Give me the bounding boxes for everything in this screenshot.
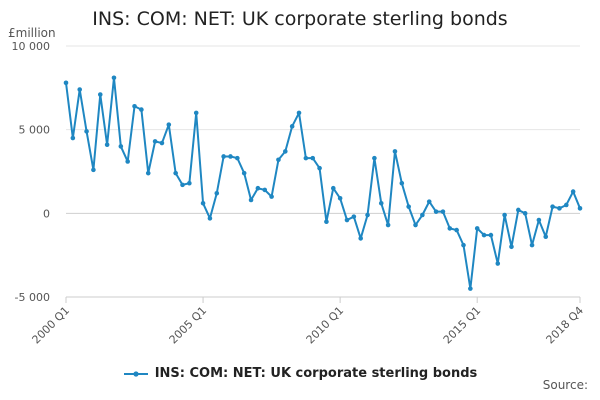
data-point bbox=[70, 135, 76, 141]
data-point bbox=[207, 216, 213, 221]
data-point bbox=[461, 242, 466, 248]
y-tick-label: 0 bbox=[43, 207, 50, 220]
data-point bbox=[221, 154, 226, 159]
x-tick-label: 2018 Q4 bbox=[544, 304, 587, 347]
data-point bbox=[563, 202, 569, 208]
data-point bbox=[406, 204, 411, 209]
y-axis-unit-label: £million bbox=[8, 26, 56, 40]
data-point bbox=[543, 234, 549, 240]
series-line bbox=[65, 76, 581, 290]
data-point bbox=[392, 149, 398, 154]
data-point bbox=[255, 185, 261, 191]
data-point bbox=[536, 217, 542, 223]
y-tick-label: -5 000 bbox=[15, 291, 50, 304]
data-point bbox=[488, 232, 494, 238]
data-point bbox=[358, 236, 363, 241]
data-point bbox=[214, 190, 220, 196]
data-point bbox=[577, 206, 583, 211]
data-point bbox=[522, 211, 528, 216]
data-point bbox=[97, 92, 103, 97]
data-point bbox=[454, 227, 459, 233]
data-point bbox=[378, 200, 384, 206]
y-tick-label: 5 000 bbox=[19, 124, 51, 137]
y-tick-label: 10 000 bbox=[12, 40, 51, 53]
x-tick-label: 2015 Q1 bbox=[441, 304, 484, 347]
data-point bbox=[77, 87, 83, 92]
data-point bbox=[296, 110, 302, 116]
data-point bbox=[111, 75, 117, 81]
data-point bbox=[200, 200, 206, 206]
data-point bbox=[139, 107, 144, 112]
data-point bbox=[235, 155, 240, 161]
data-point bbox=[324, 219, 329, 224]
data-point bbox=[420, 212, 425, 218]
data-point bbox=[440, 209, 446, 214]
data-point bbox=[468, 286, 473, 291]
data-point bbox=[317, 165, 322, 171]
data-point bbox=[241, 170, 247, 176]
data-point bbox=[385, 222, 391, 228]
legend[interactable]: INS: COM: NET: UK corporate sterling bon… bbox=[0, 366, 600, 381]
data-point bbox=[337, 195, 343, 201]
data-point bbox=[118, 144, 124, 149]
data-point bbox=[426, 199, 432, 204]
data-point bbox=[84, 129, 89, 134]
data-point bbox=[132, 103, 137, 109]
data-point bbox=[276, 157, 281, 163]
data-point bbox=[145, 170, 151, 176]
data-point bbox=[159, 140, 165, 146]
data-point bbox=[193, 110, 199, 116]
data-point bbox=[166, 122, 172, 127]
data-point bbox=[372, 155, 377, 161]
data-point bbox=[262, 187, 268, 193]
data-point bbox=[516, 207, 521, 213]
data-point bbox=[152, 139, 158, 144]
data-point bbox=[283, 149, 288, 154]
data-point bbox=[330, 185, 336, 191]
data-point bbox=[180, 182, 185, 188]
legend-swatch-icon bbox=[123, 370, 148, 377]
data-point bbox=[570, 189, 576, 194]
data-point bbox=[481, 232, 487, 238]
source-label: Source: bbox=[542, 378, 588, 392]
data-point bbox=[550, 204, 555, 209]
data-point bbox=[289, 124, 295, 129]
chart-title: INS: COM: NET: UK corporate sterling bon… bbox=[92, 8, 508, 30]
x-tick-label: 2010 Q1 bbox=[304, 304, 347, 347]
data-point bbox=[104, 142, 110, 148]
data-point bbox=[529, 242, 535, 248]
data-point bbox=[433, 209, 439, 214]
data-point bbox=[228, 154, 233, 159]
data-point bbox=[502, 212, 507, 218]
data-point bbox=[474, 226, 480, 231]
data-point bbox=[351, 214, 357, 219]
data-point bbox=[495, 261, 501, 266]
data-point bbox=[399, 180, 405, 186]
data-point bbox=[509, 244, 514, 250]
x-tick-label: 2000 Q1 bbox=[30, 304, 73, 347]
data-point bbox=[303, 155, 309, 161]
x-tick-label: 2005 Q1 bbox=[167, 304, 210, 347]
data-point bbox=[125, 159, 130, 164]
data-point bbox=[557, 206, 562, 211]
data-point bbox=[187, 180, 192, 186]
data-point bbox=[173, 170, 178, 176]
legend-label: INS: COM: NET: UK corporate sterling bon… bbox=[154, 366, 478, 381]
data-point bbox=[269, 194, 274, 199]
data-point bbox=[365, 212, 370, 218]
data-point bbox=[413, 222, 418, 228]
data-point bbox=[248, 197, 254, 203]
data-point bbox=[344, 217, 350, 223]
data-point bbox=[63, 80, 69, 86]
data-point bbox=[310, 155, 316, 161]
data-point bbox=[91, 167, 96, 173]
data-point bbox=[447, 226, 453, 231]
